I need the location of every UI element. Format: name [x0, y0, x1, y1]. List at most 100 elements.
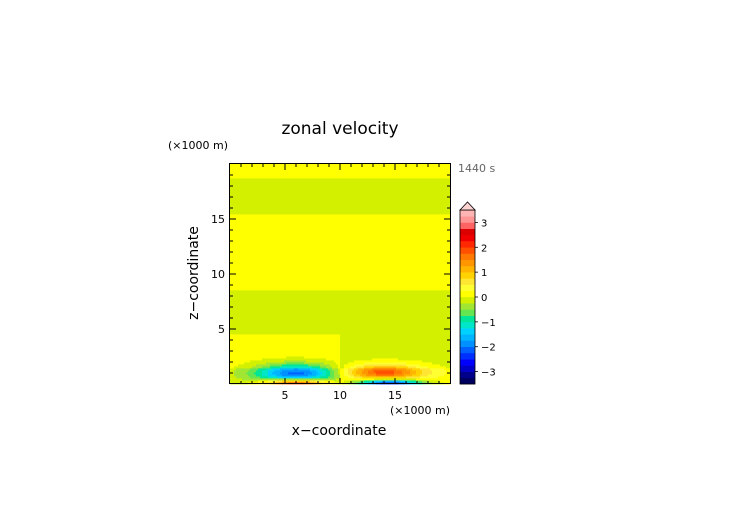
field-cell [230, 366, 235, 369]
field-cell [362, 370, 369, 373]
field-cell [308, 374, 317, 377]
field-cell [230, 274, 451, 277]
field-cell [364, 368, 373, 371]
field-cell [354, 376, 363, 379]
field-cell [376, 372, 395, 375]
field-cell [410, 380, 417, 383]
field-cell [262, 358, 327, 361]
x-unit-label: (×1000 m) [390, 404, 450, 417]
field-cell [234, 366, 253, 369]
field-cell [270, 366, 281, 369]
field-cell [312, 372, 319, 375]
field-cell [230, 308, 451, 311]
field-cell [406, 368, 413, 371]
field-cell [354, 374, 361, 377]
axis-ticks: 5 10 15 5 10 15 [211, 164, 450, 402]
field-cell [230, 286, 451, 289]
field-cell [432, 370, 447, 373]
field-cell [278, 376, 313, 379]
colorbar-segment [460, 265, 475, 273]
colorbar-tick-label: −3 [481, 368, 496, 379]
colorbar-segment [460, 290, 475, 298]
field-cell [354, 368, 359, 371]
field-cell [340, 350, 451, 353]
field-cell [262, 370, 269, 373]
colorbar-extend-arrow [459, 201, 476, 211]
y-unit-label: (×1000 m) [168, 139, 228, 152]
field-cell [230, 184, 451, 187]
field-cell [332, 368, 339, 371]
field-cell [230, 362, 245, 365]
field-cell [352, 370, 357, 373]
colorbar-segment [460, 284, 475, 292]
field-cell [310, 368, 319, 371]
field-cell [422, 380, 429, 383]
field-cell [330, 364, 339, 367]
field-cell [340, 362, 349, 365]
field-cell [402, 372, 411, 375]
field-cell [304, 356, 341, 359]
field-cell [320, 376, 329, 379]
field-cell [230, 364, 239, 367]
field-cell [230, 320, 451, 323]
field-cell [336, 362, 341, 365]
colorbar-segment [460, 272, 475, 279]
field-cell [444, 374, 451, 377]
field-cell [428, 366, 447, 369]
field-cell [286, 362, 305, 365]
field-cell [338, 364, 341, 367]
field-cell [340, 336, 451, 339]
field-cell [394, 370, 403, 373]
field-cell [356, 370, 363, 373]
field-cell [230, 324, 451, 327]
field-cell [230, 350, 341, 353]
field-cell [356, 366, 365, 369]
field-cell [360, 374, 367, 377]
field-cell [268, 374, 277, 377]
field-cell [230, 354, 341, 357]
field-cell [230, 300, 451, 303]
field-cell [364, 362, 407, 365]
field-cell [374, 366, 397, 369]
field-cell [230, 256, 451, 259]
field-cell [332, 366, 339, 369]
field-cell [338, 368, 341, 371]
field-cell [344, 368, 349, 371]
field-cell [230, 236, 451, 239]
field-cell [406, 362, 433, 365]
field-cell [336, 378, 341, 381]
colorbar-segment [460, 371, 475, 379]
field-cell [262, 374, 269, 377]
field-cell [430, 368, 445, 371]
field-cell [374, 370, 395, 373]
colorbar-segment [460, 253, 475, 261]
field-cell [230, 220, 451, 223]
field-cell [244, 362, 267, 365]
field-cell [408, 366, 417, 369]
field-cell [340, 358, 373, 361]
field-cell [368, 372, 377, 375]
field-cell [318, 368, 323, 371]
field-cell [230, 328, 451, 331]
colorbar-segment [460, 309, 475, 316]
field-cell [230, 202, 451, 205]
field-cell [230, 192, 451, 195]
field-cell [322, 372, 327, 375]
field-cell [320, 374, 327, 377]
field-cell [256, 374, 263, 377]
colorbar-segment [460, 222, 475, 229]
field-cell [248, 370, 257, 373]
field-cell [230, 318, 451, 321]
field-cell [344, 372, 349, 375]
field-cell [250, 376, 261, 379]
field-cell [230, 338, 341, 341]
colorbar-tick-label: 1 [481, 268, 487, 279]
y-tick-label: 5 [218, 323, 225, 336]
field-cell [230, 172, 451, 175]
field-cell [420, 368, 431, 371]
field-cell [394, 374, 405, 377]
field-cell [370, 380, 375, 383]
field-cell [316, 370, 321, 373]
field-cell [230, 358, 263, 361]
field-cell [420, 374, 429, 377]
